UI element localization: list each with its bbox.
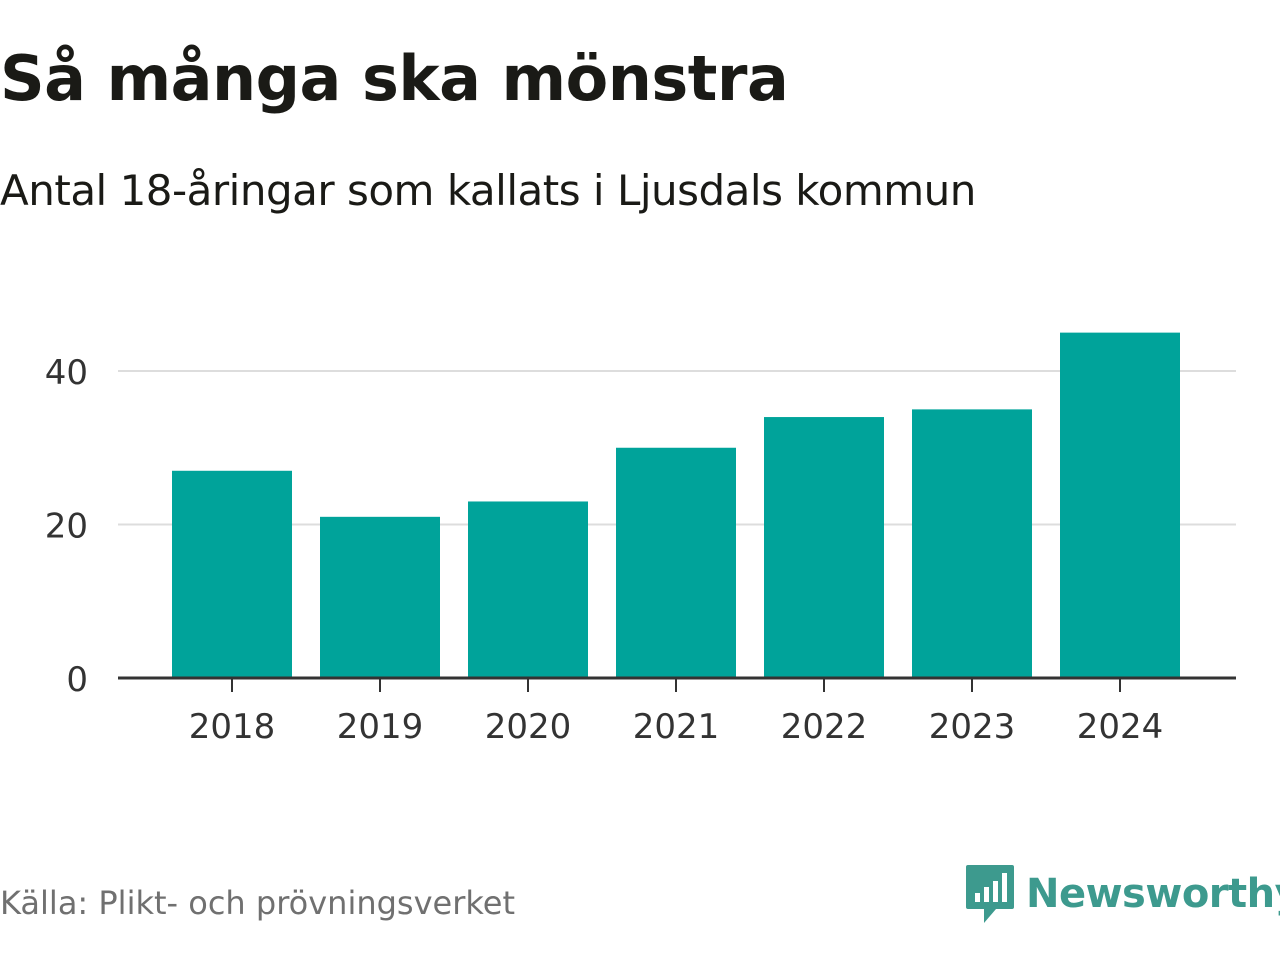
y-tick-label: 0 bbox=[66, 660, 88, 700]
bars bbox=[172, 332, 1180, 678]
x-tick-label: 2018 bbox=[189, 707, 276, 747]
bar-2022 bbox=[764, 417, 884, 678]
bar-2023 bbox=[912, 409, 1032, 678]
chart-title: Så många ska mönstra bbox=[0, 42, 789, 115]
bar-2018 bbox=[172, 470, 292, 678]
brand-name: Newsworthy bbox=[1026, 871, 1280, 917]
x-axis-labels: 2018 2019 2020 2021 2022 2023 2024 bbox=[189, 707, 1164, 747]
chart-subtitle: Antal 18-åringar som kallats i Ljusdals … bbox=[0, 166, 976, 215]
x-tick-label: 2022 bbox=[781, 707, 868, 747]
x-tick-label: 2019 bbox=[337, 707, 424, 747]
bar-2024 bbox=[1060, 332, 1180, 678]
source-note: Källa: Plikt- och prövningsverket bbox=[0, 884, 515, 922]
bar-2019 bbox=[320, 516, 440, 678]
newsworthy-icon bbox=[966, 865, 1014, 923]
x-tick-label: 2023 bbox=[929, 707, 1016, 747]
y-tick-label: 40 bbox=[45, 353, 88, 393]
x-tick-label: 2020 bbox=[485, 707, 572, 747]
y-tick-label: 20 bbox=[45, 507, 88, 547]
brand-logo: Newsworthy bbox=[964, 862, 1280, 926]
x-tick-label: 2021 bbox=[633, 707, 720, 747]
x-tick-label: 2024 bbox=[1077, 707, 1164, 747]
bar-2020 bbox=[468, 501, 588, 678]
y-axis-labels: 0 20 40 bbox=[45, 353, 88, 700]
x-axis bbox=[118, 676, 1236, 692]
bar-2021 bbox=[616, 447, 736, 678]
